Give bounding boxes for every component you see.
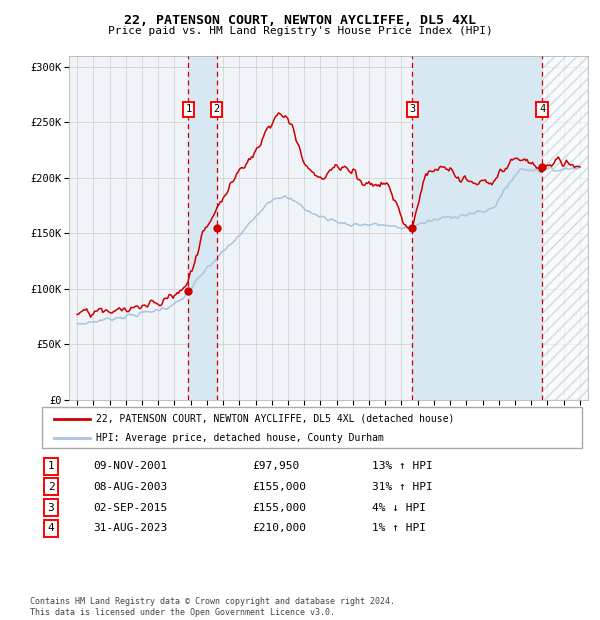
Text: Price paid vs. HM Land Registry's House Price Index (HPI): Price paid vs. HM Land Registry's House …	[107, 26, 493, 36]
Text: 22, PATENSON COURT, NEWTON AYCLIFFE, DL5 4XL: 22, PATENSON COURT, NEWTON AYCLIFFE, DL5…	[124, 14, 476, 27]
Text: Contains HM Land Registry data © Crown copyright and database right 2024.
This d: Contains HM Land Registry data © Crown c…	[30, 598, 395, 617]
Text: 1% ↑ HPI: 1% ↑ HPI	[372, 523, 426, 533]
Text: 31% ↑ HPI: 31% ↑ HPI	[372, 482, 433, 492]
Text: £155,000: £155,000	[252, 503, 306, 513]
Text: 4% ↓ HPI: 4% ↓ HPI	[372, 503, 426, 513]
Text: £97,950: £97,950	[252, 461, 299, 471]
Text: 02-SEP-2015: 02-SEP-2015	[93, 503, 167, 513]
Text: 2: 2	[47, 482, 55, 492]
Text: 4: 4	[539, 104, 545, 114]
Text: 3: 3	[47, 503, 55, 513]
Text: £155,000: £155,000	[252, 482, 306, 492]
Text: 31-AUG-2023: 31-AUG-2023	[93, 523, 167, 533]
Bar	[412, 56, 542, 400]
Text: 1: 1	[47, 461, 55, 471]
Text: HPI: Average price, detached house, County Durham: HPI: Average price, detached house, Coun…	[96, 433, 384, 443]
Text: 22, PATENSON COURT, NEWTON AYCLIFFE, DL5 4XL (detached house): 22, PATENSON COURT, NEWTON AYCLIFFE, DL5…	[96, 414, 454, 423]
Text: 08-AUG-2003: 08-AUG-2003	[93, 482, 167, 492]
Text: 4: 4	[47, 523, 55, 533]
Text: 09-NOV-2001: 09-NOV-2001	[93, 461, 167, 471]
Text: 13% ↑ HPI: 13% ↑ HPI	[372, 461, 433, 471]
Text: 3: 3	[409, 104, 415, 114]
Text: £210,000: £210,000	[252, 523, 306, 533]
Text: 2: 2	[214, 104, 220, 114]
Bar	[188, 56, 217, 400]
Text: 1: 1	[185, 104, 191, 114]
Bar	[542, 56, 588, 400]
